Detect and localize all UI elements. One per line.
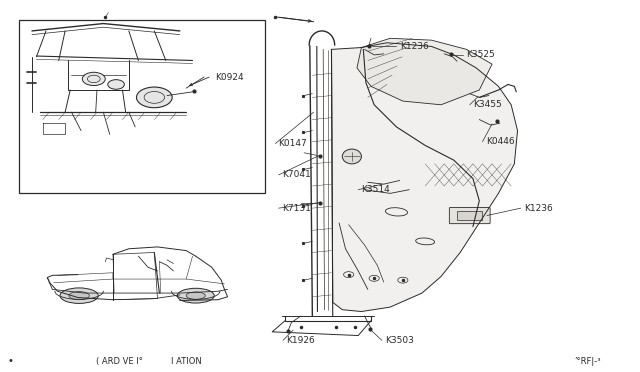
Polygon shape <box>357 38 492 105</box>
Circle shape <box>108 80 124 89</box>
Text: K1926: K1926 <box>286 336 315 345</box>
Text: ( ARD VE I°: ( ARD VE I° <box>96 357 143 366</box>
Text: I ATION: I ATION <box>171 357 202 366</box>
Text: K1236: K1236 <box>399 42 428 51</box>
Bar <box>19 20 264 193</box>
Bar <box>457 211 483 220</box>
Text: •: • <box>8 356 13 366</box>
Text: K3514: K3514 <box>362 185 390 194</box>
Ellipse shape <box>60 288 99 304</box>
Text: K3525: K3525 <box>467 51 495 60</box>
Text: ’°RF|-³: ’°RF|-³ <box>574 357 601 366</box>
Text: K7131: K7131 <box>282 203 310 213</box>
Text: K3503: K3503 <box>385 336 414 345</box>
Ellipse shape <box>69 292 90 300</box>
Text: K0924: K0924 <box>215 73 243 81</box>
Circle shape <box>83 72 105 86</box>
Text: K1236: K1236 <box>524 203 553 213</box>
Ellipse shape <box>186 292 205 299</box>
Ellipse shape <box>177 288 214 303</box>
Ellipse shape <box>342 149 362 164</box>
Text: K0446: K0446 <box>486 137 515 146</box>
Circle shape <box>136 87 172 108</box>
Text: K0147: K0147 <box>278 139 307 148</box>
Text: K3455: K3455 <box>473 100 502 109</box>
FancyBboxPatch shape <box>449 208 490 224</box>
Polygon shape <box>332 43 518 311</box>
Text: K7041: K7041 <box>282 170 310 179</box>
